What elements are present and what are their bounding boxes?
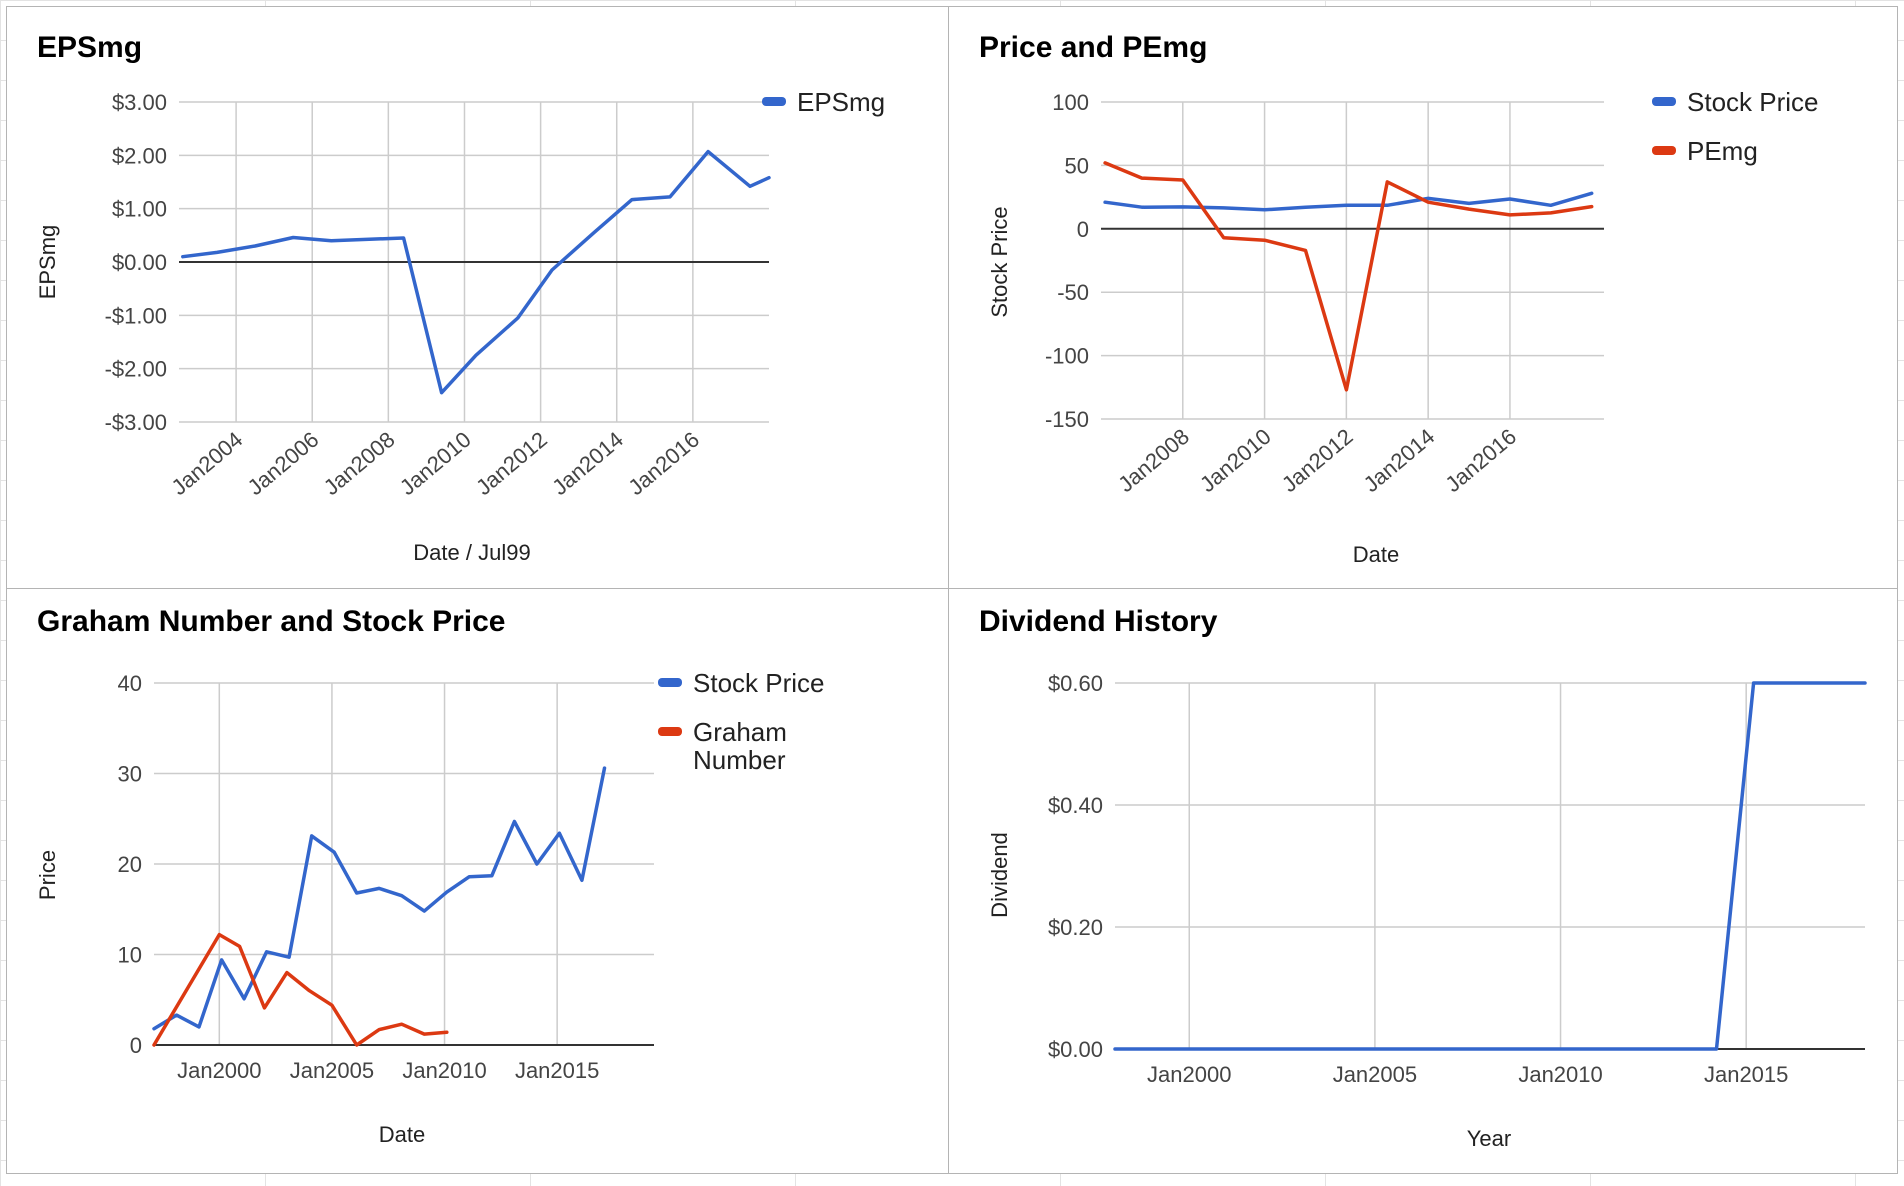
legend-swatch <box>1652 97 1676 106</box>
x-axis-label: Date <box>1353 542 1399 567</box>
y-tick-label: $3.00 <box>112 90 167 115</box>
x-axis-label: Year <box>1467 1126 1511 1151</box>
x-axis-label: Date <box>379 1122 425 1147</box>
y-axis-label: Price <box>35 850 60 900</box>
y-axis-label: Dividend <box>987 832 1012 918</box>
legend-entry[interactable]: Stock Price <box>1687 87 1819 117</box>
x-tick-label: Jan2008 <box>319 427 400 500</box>
y-tick-label: $1.00 <box>112 197 167 222</box>
x-tick-label: Jan2010 <box>1195 424 1276 497</box>
x-tick-label: Jan2014 <box>1359 424 1440 497</box>
x-tick-label: Jan2008 <box>1113 424 1194 497</box>
y-tick-label: $2.00 <box>112 143 167 168</box>
legend-entry[interactable]: EPSmg <box>797 87 885 117</box>
legend-entry[interactable]: Stock Price <box>693 668 825 698</box>
chart-panel-graham-number[interactable]: Graham Number and Stock Price 0 10 20 30 40 Ja… <box>6 588 950 1174</box>
y-tick-label: 0 <box>1077 217 1089 242</box>
x-tick-label: Jan2005 <box>290 1058 374 1083</box>
series-line-graham-number[interactable] <box>152 932 449 1047</box>
series-line-dividend[interactable] <box>1113 681 1867 1051</box>
y-tick-label: 100 <box>1052 90 1089 115</box>
x-tick-label: Jan2005 <box>1333 1062 1417 1087</box>
y-tick-label: 40 <box>118 671 142 696</box>
legend-swatch <box>762 97 786 106</box>
y-tick-label: 0 <box>130 1033 142 1058</box>
y-tick-label: -100 <box>1045 344 1089 369</box>
x-tick-label: Jan2016 <box>1440 424 1521 497</box>
chart-title: EPSmg <box>37 31 142 64</box>
x-tick-label: Jan2000 <box>177 1058 261 1083</box>
y-tick-label: $0.00 <box>112 250 167 275</box>
x-tick-label: Jan2012 <box>1277 424 1358 497</box>
x-tick-label: Jan2016 <box>623 427 704 500</box>
x-axis-label: Date / Jul99 <box>413 540 530 565</box>
series-line-epsmg[interactable] <box>181 149 771 395</box>
y-tick-label: -$1.00 <box>105 303 167 328</box>
legend-entry[interactable]: Graham Number <box>693 717 787 775</box>
y-tick-label: $0.60 <box>1048 671 1103 696</box>
y-axis-label: EPSmg <box>35 225 60 300</box>
x-tick-label: Jan2012 <box>471 427 552 500</box>
chart-title: Graham Number and Stock Price <box>37 605 506 638</box>
legend-entry[interactable]: PEmg <box>1687 136 1758 166</box>
y-tick-label: -150 <box>1045 407 1089 432</box>
series-line-stock-price[interactable] <box>152 766 607 1031</box>
x-tick-label: Jan2006 <box>243 427 324 500</box>
legend-swatch <box>658 678 682 687</box>
y-tick-label: 10 <box>118 943 142 968</box>
x-tick-label: Jan2015 <box>1704 1062 1788 1087</box>
legend-swatch <box>1652 146 1676 155</box>
chart-panel-price-pemg[interactable]: Price and PEmg -150 -100 -50 0 50 100 Jan2008 Ja… <box>948 6 1898 590</box>
y-tick-label: -$3.00 <box>105 410 167 435</box>
x-tick-label: Jan2015 <box>515 1058 599 1083</box>
x-tick-label: Jan2010 <box>395 427 476 500</box>
x-tick-label: Jan2000 <box>1147 1062 1231 1087</box>
chart-svg: EPSmg -$3.00 -$2.00 -$1.00 $0.00 $1.00 $2.00 $3… <box>35 31 885 565</box>
chart-svg: Dividend History $0.00 $0.20 $0.40 $0.60 Jan2… <box>979 605 1867 1151</box>
x-tick-label: Jan2010 <box>1518 1062 1602 1087</box>
series-line-stock-price[interactable] <box>1103 191 1594 212</box>
y-tick-label: -$2.00 <box>105 357 167 382</box>
y-tick-label: $0.40 <box>1048 793 1103 818</box>
x-tick-label: Jan2004 <box>167 427 248 500</box>
y-tick-label: 20 <box>118 852 142 877</box>
legend-swatch <box>658 727 682 736</box>
chart-title: Dividend History <box>979 605 1218 638</box>
y-tick-label: 50 <box>1065 153 1089 178</box>
y-tick-label: $0.20 <box>1048 915 1103 940</box>
y-tick-label: 30 <box>118 762 142 787</box>
x-tick-label: Jan2010 <box>402 1058 486 1083</box>
y-tick-label: $0.00 <box>1048 1037 1103 1062</box>
chart-panel-epsmg[interactable]: EPSmg -$3.00 -$2.00 -$1.00 $0.00 $1.00 $2.00 $3… <box>6 6 950 590</box>
chart-svg: Graham Number and Stock Price 0 10 20 30 40 Ja… <box>35 605 825 1147</box>
chart-panel-dividend-history[interactable]: Dividend History $0.00 $0.20 $0.40 $0.60 Jan2… <box>948 588 1898 1174</box>
y-tick-label: -50 <box>1057 280 1089 305</box>
chart-title: Price and PEmg <box>979 31 1207 64</box>
y-axis-label: Stock Price <box>987 206 1012 317</box>
x-tick-label: Jan2014 <box>547 427 628 500</box>
series-line-pemg[interactable] <box>1103 161 1594 392</box>
